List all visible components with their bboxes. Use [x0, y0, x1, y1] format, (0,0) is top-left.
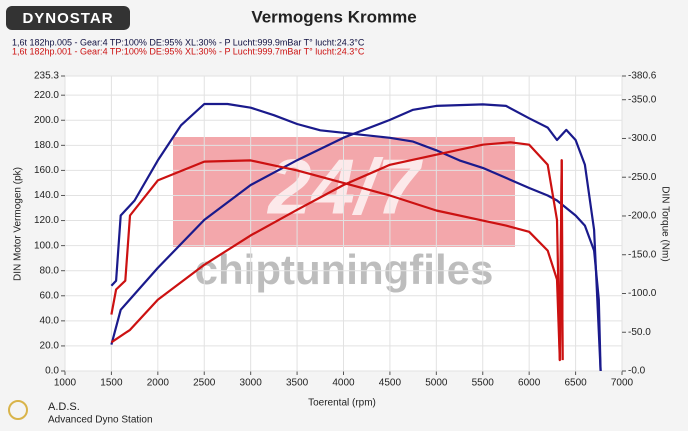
x-axis-label: Toerental (rpm)	[308, 398, 376, 409]
x-tick-label: 1000	[54, 378, 77, 389]
y2-tick-label: -380.6	[628, 71, 657, 82]
y2-axis-label: DIN Torque (Nm)	[659, 186, 670, 261]
footer-subtitle: Advanced Dyno Station	[48, 415, 153, 426]
y2-tick-label: -300.0	[628, 133, 657, 144]
y2-tick-label: -50.0	[628, 327, 651, 338]
y-tick-label: 235.3	[34, 71, 59, 82]
y2-tick-label: -100.0	[628, 288, 657, 299]
x-tick-label: 3500	[286, 378, 309, 389]
y-tick-label: 160.0	[34, 165, 59, 176]
y-tick-label: 40.0	[40, 315, 60, 326]
y-tick-label: 20.0	[40, 341, 60, 352]
x-tick-label: 4500	[379, 378, 402, 389]
x-tick-label: 5500	[472, 378, 495, 389]
x-tick-label: 2500	[193, 378, 216, 389]
y-tick-label: 220.0	[34, 90, 59, 101]
y-tick-label: 80.0	[40, 265, 60, 276]
y-tick-label: 140.0	[34, 190, 59, 201]
y-tick-label: 100.0	[34, 240, 59, 251]
chart-title: Vermogens Kromme	[251, 7, 416, 26]
y2-tick-label: -150.0	[628, 249, 657, 260]
series-line	[110, 103, 602, 372]
x-tick-label: 2000	[147, 378, 170, 389]
series-line	[110, 159, 564, 361]
y-tick-label: 180.0	[34, 140, 59, 151]
series-line	[110, 141, 564, 362]
x-tick-label: 5000	[425, 378, 448, 389]
y-axis-label: DIN Motor Vermogen (pk)	[13, 167, 24, 281]
y2-tick-label: -200.0	[628, 211, 657, 222]
y2-tick-label: -250.0	[628, 172, 657, 183]
x-tick-label: 3000	[240, 378, 263, 389]
x-tick-label: 6500	[564, 378, 587, 389]
x-tick-label: 6000	[518, 378, 541, 389]
y-tick-label: 120.0	[34, 215, 59, 226]
series-line	[110, 102, 602, 372]
y2-tick-label: -0.0	[628, 366, 646, 377]
y-tick-label: 200.0	[34, 115, 59, 126]
watermark: 24/7	[266, 143, 423, 231]
logo: DYNOSTAR	[22, 10, 113, 27]
x-tick-label: 7000	[611, 378, 634, 389]
footer-icon	[8, 400, 28, 420]
y2-tick-label: -350.0	[628, 94, 657, 105]
footer-title: A.D.S.	[48, 401, 80, 413]
y-tick-label: 0.0	[45, 366, 59, 377]
logo-box	[6, 6, 130, 30]
x-tick-label: 4000	[332, 378, 355, 389]
x-tick-label: 1500	[100, 378, 123, 389]
y-tick-label: 60.0	[40, 290, 60, 301]
header-line: 1,6t 182hp.001 - Gear:4 TP:100% DE:95% X…	[12, 46, 365, 56]
header-line: 1,6t 182hp.005 - Gear:4 TP:100% DE:95% X…	[12, 37, 365, 47]
